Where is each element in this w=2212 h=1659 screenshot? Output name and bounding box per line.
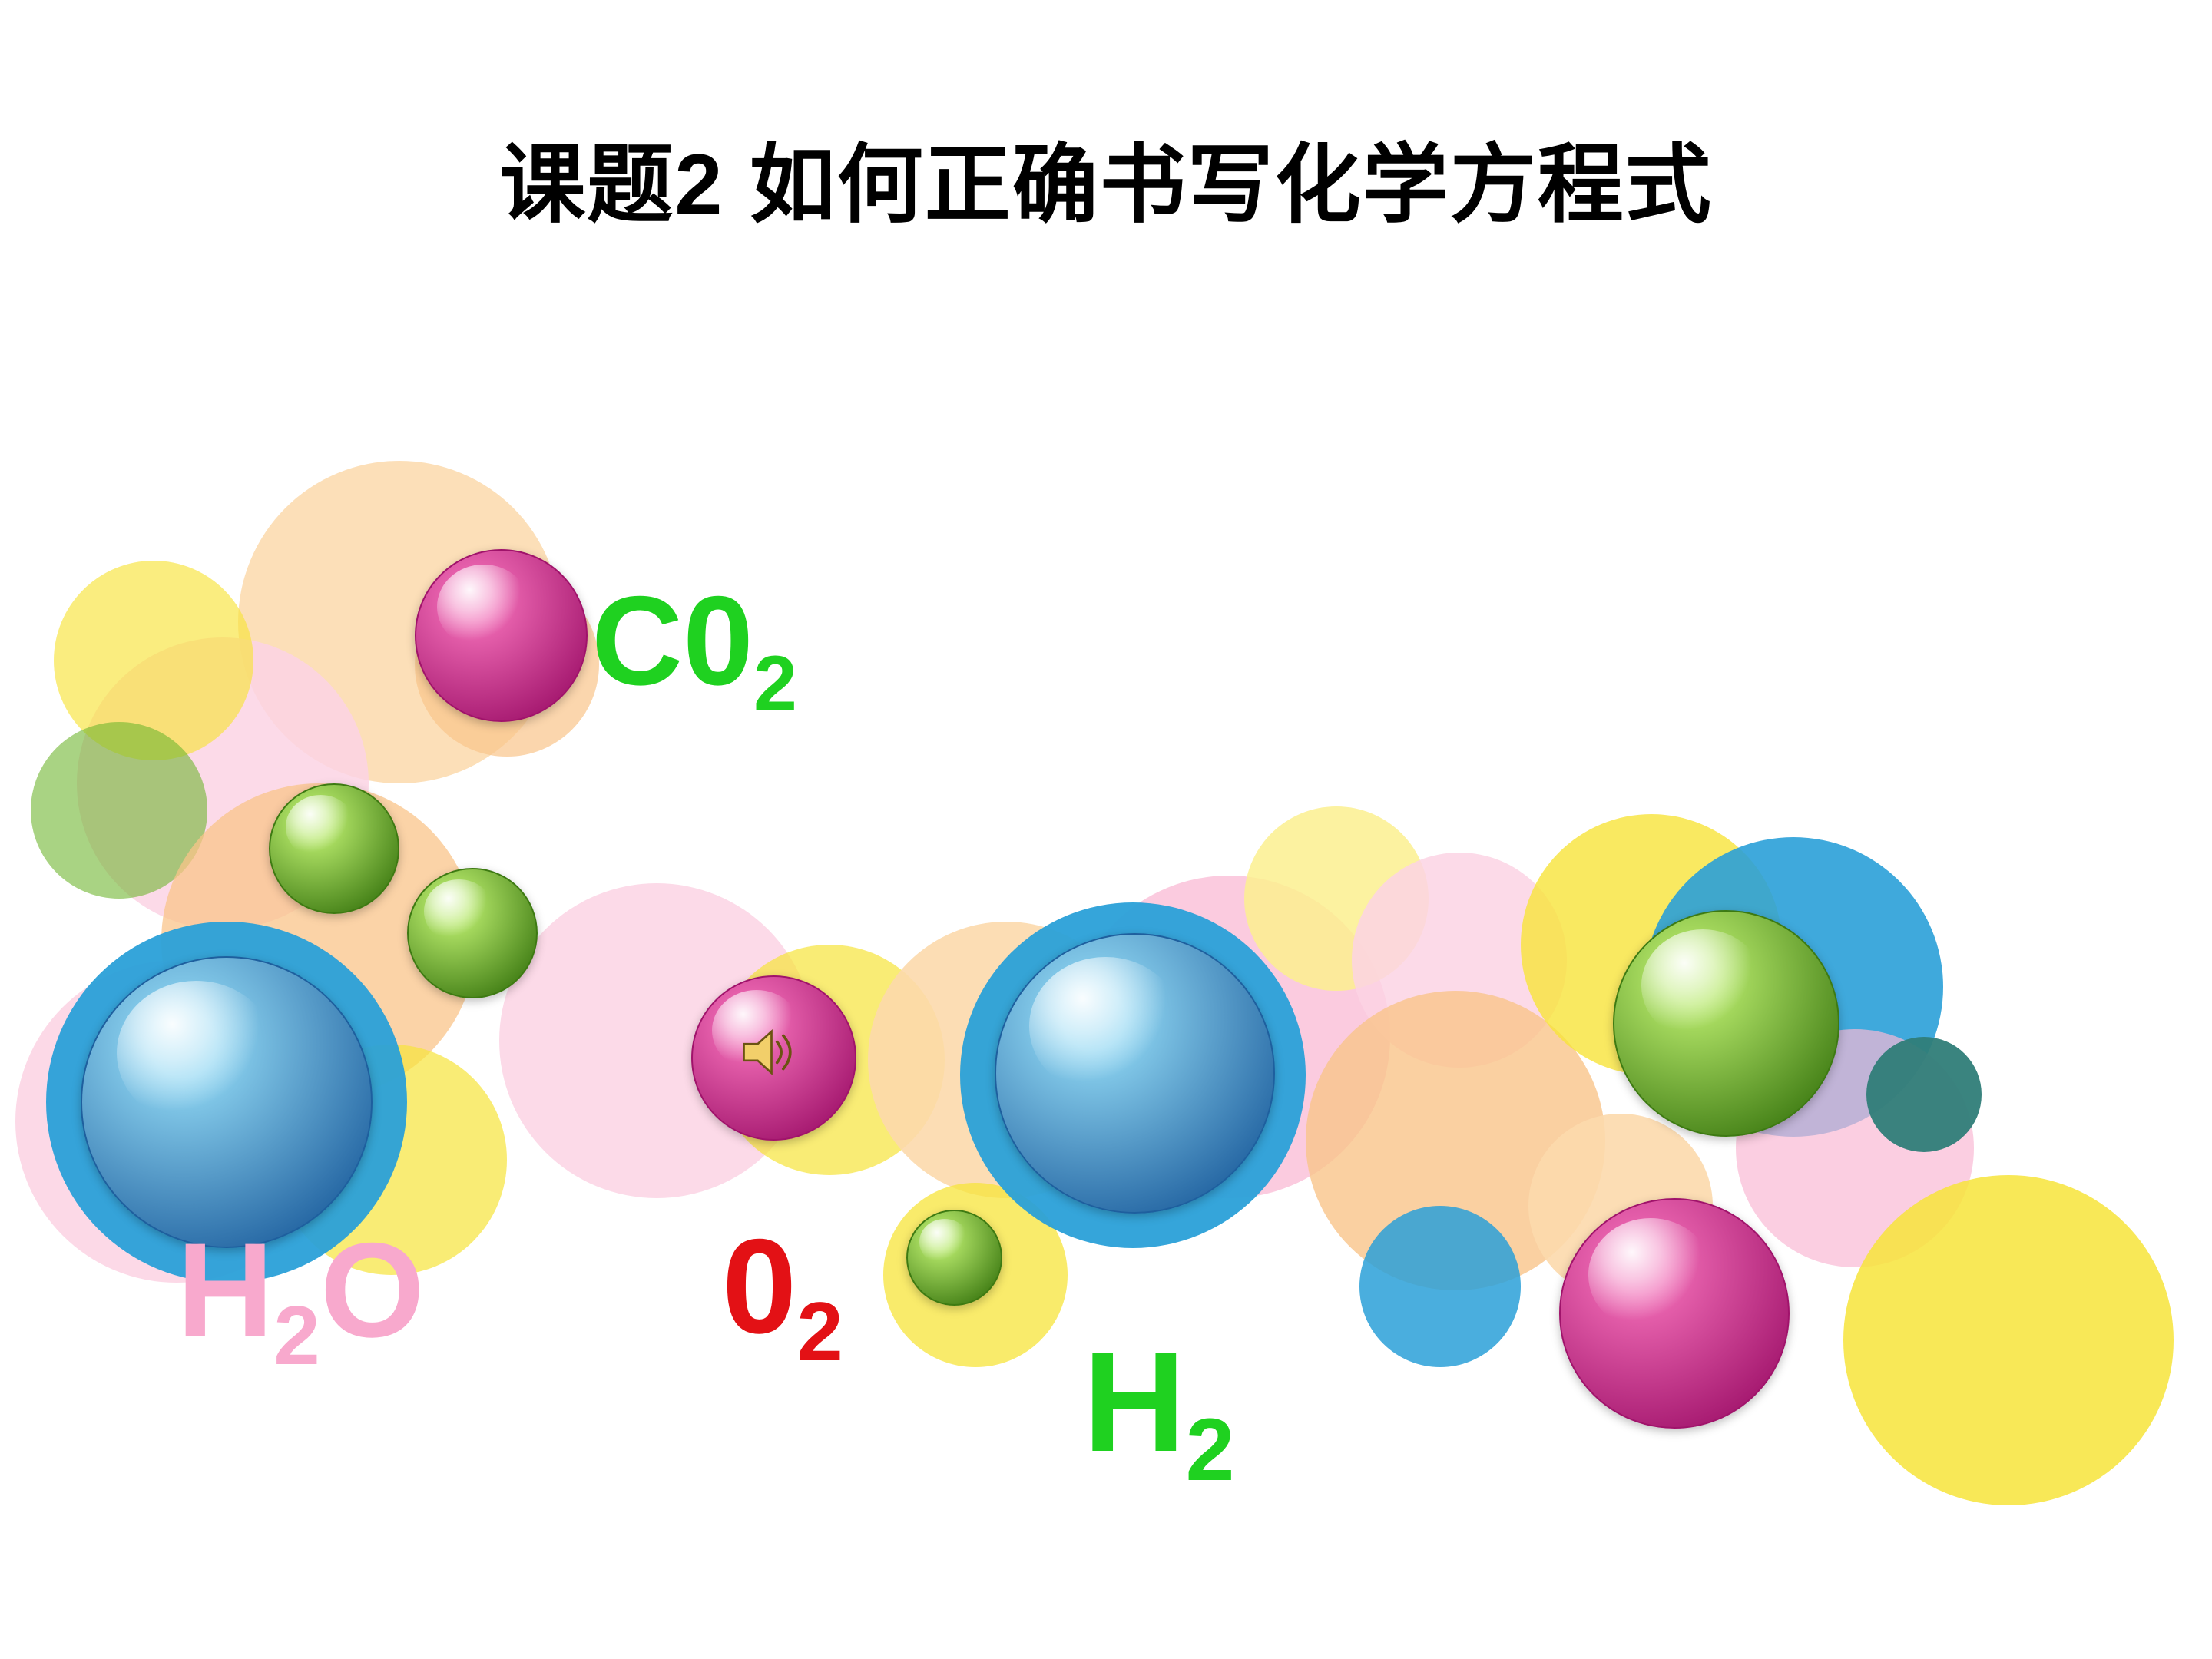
sphere-magenta-top [415,549,588,722]
formula-h2o: H2O [177,1214,425,1383]
formula-o2: 02 [722,1210,843,1379]
formula-co2: C02 [591,568,797,729]
sphere-green-1 [269,783,399,914]
bg-yellow-6 [1843,1175,2174,1505]
bg-teal-1 [1866,1037,1982,1152]
formula-h2: H2 [1083,1321,1234,1501]
slide: { "canvas": { "width": 2880, "height": 2… [0,0,2212,1659]
page-title: 课题2 如何正确书写化学方程式 [0,115,2212,240]
sphere-green-2 [407,868,538,998]
sphere-blue-left [81,956,373,1248]
sphere-magenta-right [1559,1198,1790,1429]
sphere-blue-mid [995,933,1275,1214]
bg-blue-3 [1359,1206,1521,1367]
sphere-green-right [1613,910,1839,1137]
sphere-green-small [906,1210,1002,1306]
sound-icon[interactable] [733,1018,803,1087]
